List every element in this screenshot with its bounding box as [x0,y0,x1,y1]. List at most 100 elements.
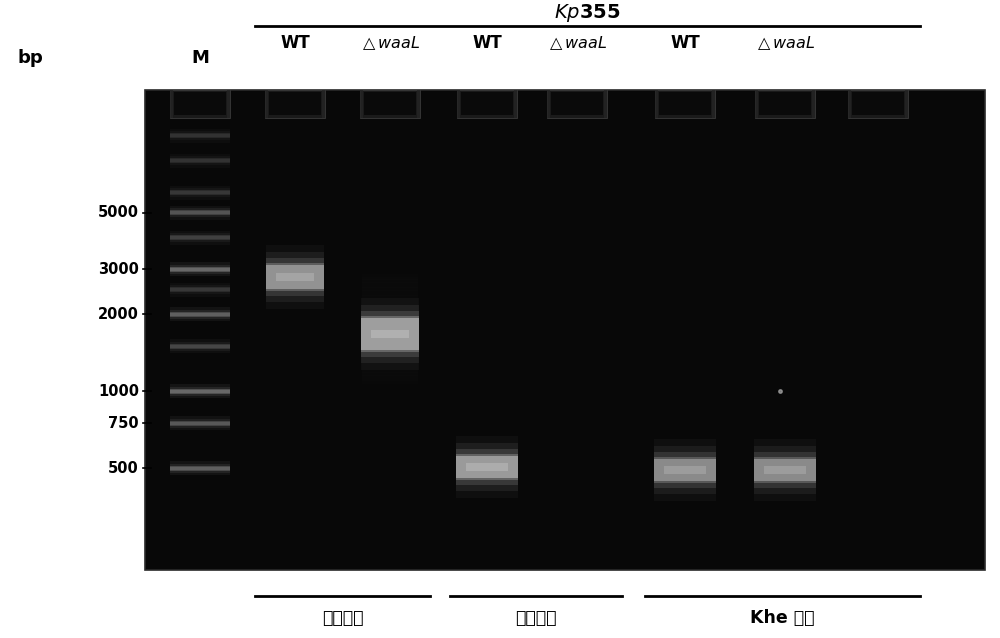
Text: 1000: 1000 [98,384,139,399]
Bar [170,268,230,271]
Bar [170,186,230,200]
Bar [362,351,418,357]
Bar [655,90,715,118]
Text: WT: WT [280,34,310,52]
Bar [170,262,230,276]
Bar [170,209,230,218]
Text: 外部引物: 外部引物 [322,609,363,627]
Bar [170,420,230,426]
Bar [170,387,230,396]
Bar [456,436,518,498]
Bar [754,447,816,494]
Bar [461,92,513,115]
Bar [362,362,418,367]
Bar [654,447,716,494]
Bar [170,419,230,427]
Bar [170,154,230,168]
Bar [362,370,418,376]
Bar [170,206,230,220]
Bar [170,156,230,165]
Bar [174,92,226,115]
Bar [551,92,603,115]
Bar [457,90,517,118]
Bar [170,464,230,473]
Bar [362,354,418,360]
Bar [170,211,230,214]
Bar [754,440,816,501]
Text: $\triangle \it{waaL}$: $\triangle \it{waaL}$ [754,34,816,52]
Bar [170,267,230,272]
Bar [812,90,815,118]
Bar [170,133,230,138]
Bar [170,90,173,118]
Bar [170,416,230,430]
Bar [362,335,418,341]
Bar [362,378,418,383]
Bar [362,279,418,285]
Bar [170,308,230,322]
Bar [754,457,816,484]
Bar [170,265,230,274]
Bar [362,295,418,301]
Bar [170,236,230,239]
Bar [170,190,230,195]
Bar [848,90,908,118]
Bar [456,454,518,480]
Bar [362,314,418,320]
Bar [362,277,418,283]
Bar [322,90,325,118]
Bar [759,92,811,115]
Bar [170,158,230,163]
Bar [170,285,230,294]
Bar [276,273,314,281]
Bar [170,345,230,348]
Bar [848,90,851,118]
Bar [362,316,418,323]
Bar [266,265,324,289]
Text: $\bf{\it{Kp}}$$\bf{355}$: $\bf{\it{Kp}}$$\bf{355}$ [554,2,621,24]
Bar [170,235,230,240]
Bar [266,258,324,296]
Bar [362,290,418,296]
Bar [170,466,230,471]
Bar [362,348,418,355]
Bar [170,131,230,140]
Bar [654,457,716,484]
Bar [362,375,418,381]
Bar [227,90,230,118]
Text: $\triangle \it{waaL}$: $\triangle \it{waaL}$ [359,34,421,52]
Text: bp: bp [17,49,43,67]
Bar [362,300,418,307]
Bar [361,318,419,350]
Bar [361,316,419,352]
Bar [362,367,418,373]
Text: 3000: 3000 [98,262,139,277]
Bar [364,92,416,115]
Bar [170,188,230,197]
Text: 内部引物: 内部引物 [515,609,557,627]
Bar [170,90,230,118]
Bar [654,440,716,501]
Text: $\triangle \it{waaL}$: $\triangle \it{waaL}$ [546,34,608,52]
Bar [145,90,985,570]
Bar [360,90,420,118]
Bar [170,233,230,242]
Bar [362,322,418,328]
Bar [362,274,418,280]
Bar [456,456,518,478]
Bar [654,459,716,482]
Bar [754,459,816,482]
Text: 750: 750 [108,416,139,431]
Bar [664,466,706,475]
Bar [466,463,508,471]
Bar [362,319,418,325]
Bar [362,327,418,333]
Bar [170,135,230,137]
Text: WT: WT [670,34,700,52]
Bar [654,452,716,488]
Bar [362,357,418,362]
Bar [170,384,230,398]
Bar [170,312,230,317]
Bar [764,466,806,475]
Bar [362,293,418,299]
